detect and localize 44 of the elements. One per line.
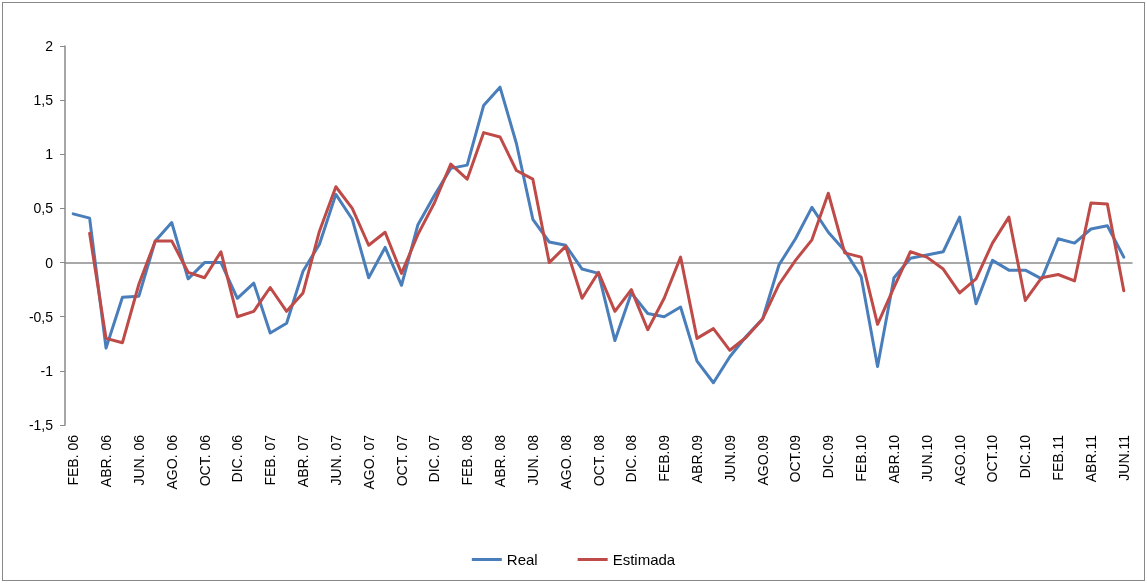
x-tick-label: DIC. 06 [229,434,246,483]
x-tick-label: FEB.11 [1050,434,1067,481]
line-series [88,131,1126,352]
y-tick-label: -1 [40,362,54,379]
x-tick-label: OCT. 07 [393,434,410,487]
x-tick-label: DIC. 07 [426,434,443,483]
x-tick-label: JUN. 07 [327,434,344,486]
x-tick-label: JUN.09 [721,434,738,482]
x-tick-label: JUN.11 [1115,434,1132,481]
y-tick-label: -1,5 [28,417,54,433]
x-tick-label: OCT. 08 [590,434,607,487]
x-tick-label: AGO.10 [951,434,968,486]
x-tick-label: JUN. 06 [130,434,147,486]
x-tick-label: AGO. 06 [163,434,180,490]
x-tick-label: DIC.09 [820,434,837,479]
x-tick-label: FEB. 07 [262,434,279,486]
x-tick-label: ABR.11 [1082,434,1099,483]
x-tick-label: AGO. 08 [557,434,574,490]
legend-label: Estimada [612,551,676,568]
x-tick-label: ABR. 06 [98,434,115,488]
x-tick-label: AGO. 07 [360,434,377,490]
x-tick-label: FEB. 08 [459,434,476,486]
x-tick-label: JUN.10 [918,434,935,482]
legend-label: Real [506,551,538,568]
y-tick-label: 0,5 [33,200,54,217]
y-tick-label: -0,5 [28,308,54,325]
x-tick-label: DIC. 08 [623,434,640,483]
x-tick-label: ABR. 08 [492,434,509,488]
x-tick-label: OCT.09 [787,434,804,483]
y-tick-label: 1 [45,146,54,163]
x-tick-label: ABR.09 [688,434,705,484]
x-tick-label: ABR.10 [885,434,902,484]
x-tick-label: ABR. 07 [295,434,312,488]
x-tick-label: FEB.09 [656,434,673,482]
x-tick-label: AGO.09 [754,434,771,486]
x-tick-label: OCT.10 [984,434,1001,483]
y-tick-label: 0 [45,254,54,271]
x-tick-label: DIC.10 [1017,434,1034,479]
x-tick-label: FEB. 06 [65,434,82,486]
y-tick-label: 2 [45,38,54,54]
x-tick-label: FEB.10 [853,434,870,482]
x-tick-label: OCT. 06 [196,434,213,487]
x-tick-label: JUN. 08 [524,434,541,486]
y-tick-label: 1,5 [33,92,54,109]
